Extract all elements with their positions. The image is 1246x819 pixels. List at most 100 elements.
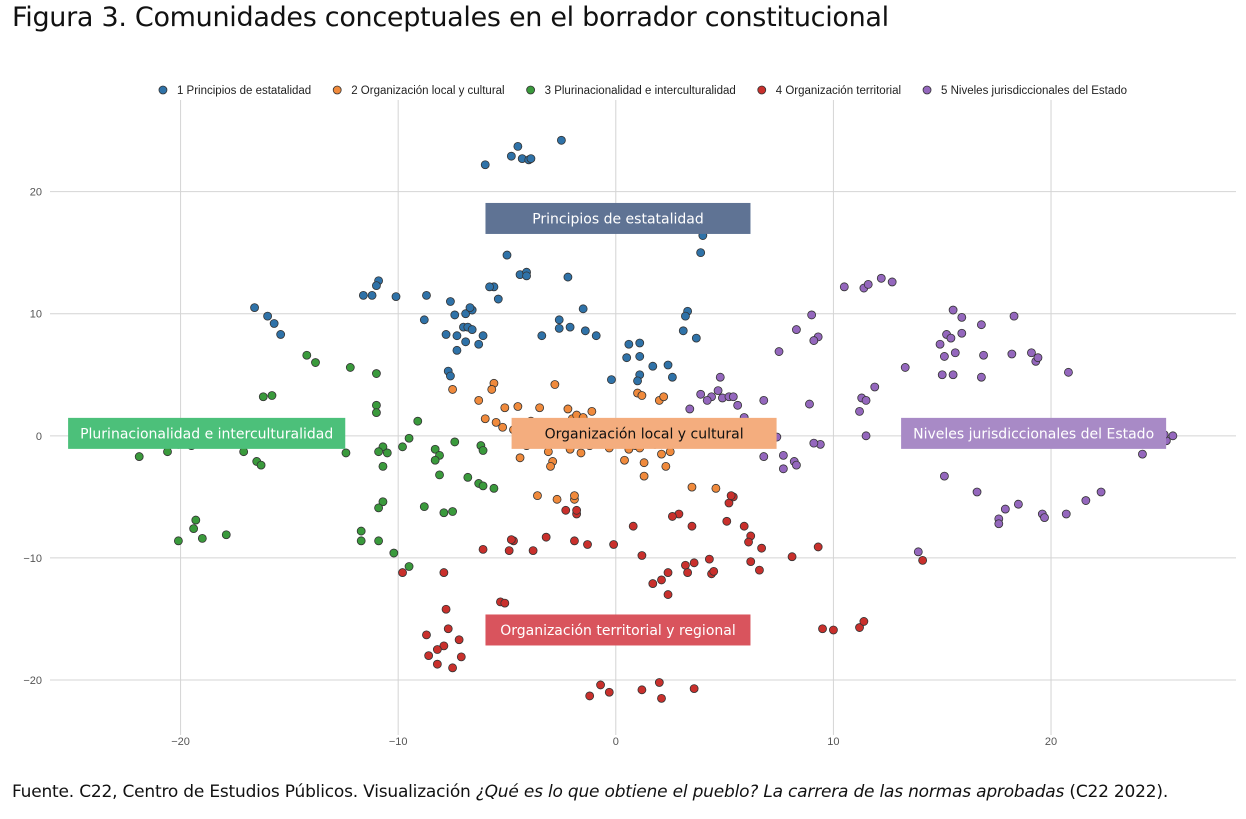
data-point-series-4 [454, 635, 464, 645]
data-point-series-4 [918, 555, 928, 565]
cluster-label-box: Niveles jurisdiccionales del Estado [901, 417, 1167, 449]
cluster-label-bg [901, 417, 1167, 449]
data-point-series-1 [465, 303, 475, 312]
data-point-series-3 [419, 502, 429, 512]
data-point-series-3 [267, 391, 277, 400]
data-point-series-3 [398, 442, 407, 452]
data-point-series-3 [258, 392, 268, 402]
legend-marker [526, 85, 536, 95]
axis-tick-labels: −20 −10 0 10 20 −20 −10 0 10 20 [23, 187, 1057, 748]
legend-label: 5 Niveles jurisdiccionales del Estado [941, 85, 1127, 97]
legend-item-4[interactable]: 4 Organización territorial [757, 85, 901, 97]
data-point-series-4 [504, 546, 514, 556]
legend-item-5[interactable]: 5 Niveles jurisdiccionales del Estado [922, 85, 1127, 97]
data-point-series-4 [757, 543, 766, 553]
data-point-series-4 [439, 568, 449, 577]
data-point-series-4 [739, 521, 749, 531]
source-suffix: (C22 2022). [1064, 782, 1169, 802]
data-point-series-4 [746, 557, 756, 566]
data-point-series-1 [372, 281, 381, 291]
data-point-series-3 [256, 460, 266, 470]
data-point-series-1 [269, 319, 279, 328]
data-point-series-4 [596, 680, 605, 690]
data-point-series-4 [398, 568, 407, 577]
data-point-series-5 [1013, 499, 1023, 509]
data-point-series-2 [515, 453, 525, 463]
data-point-series-5 [976, 372, 986, 382]
data-point-series-1 [478, 331, 488, 341]
data-point-series-1 [276, 330, 286, 339]
data-point-series-4 [585, 691, 595, 701]
legend-item-1[interactable]: 1 Principios de estatalidad [158, 85, 311, 97]
data-point-series-2 [570, 491, 579, 501]
data-point-series-5 [1081, 496, 1091, 505]
data-point-series-1 [358, 290, 368, 300]
data-point-series-1 [446, 297, 455, 306]
data-point-series-5 [1138, 449, 1147, 459]
data-point-series-3 [372, 408, 381, 418]
data-point-series-1 [506, 151, 516, 161]
data-point-series-2 [448, 385, 457, 394]
scatter-chart: −20 −10 0 10 20 −20 −10 0 10 20 1 Principios de e… [23, 85, 1236, 748]
data-point-series-5 [939, 471, 949, 481]
data-point-series-4 [681, 560, 690, 570]
data-point-series-4 [657, 693, 666, 703]
data-point-series-5 [759, 396, 769, 405]
data-point-series-5 [1040, 513, 1049, 523]
data-point-series-1 [696, 248, 706, 258]
data-point-series-1 [450, 310, 460, 320]
data-point-series-3 [404, 433, 414, 443]
data-point-series-3 [173, 536, 183, 546]
data-point-series-1 [635, 338, 645, 348]
data-point-series-1 [422, 290, 431, 300]
figure-title: Figura 3. Comunidades conceptuales en el… [12, 2, 889, 33]
data-point-series-4 [561, 505, 571, 515]
data-point-series-4 [478, 544, 488, 554]
data-point-series-3 [413, 416, 423, 426]
y-tick-label: 0 [36, 431, 42, 443]
data-point-series-1 [580, 326, 590, 336]
data-point-series-1 [691, 333, 701, 343]
data-point-series-4 [663, 568, 673, 577]
data-point-series-2 [491, 417, 501, 427]
data-point-series-5 [702, 396, 712, 405]
data-point-series-3 [430, 444, 440, 454]
legend-marker [922, 85, 932, 95]
x-tick-label: −20 [171, 736, 190, 748]
data-point-series-4 [432, 659, 442, 669]
data-point-series-5 [809, 438, 819, 448]
data-point-series-2 [587, 406, 597, 416]
data-point-series-2 [498, 422, 508, 432]
data-point-series-4 [855, 623, 864, 632]
data-point-series-5 [1027, 348, 1036, 358]
data-point-series-2 [513, 402, 523, 411]
legend-item-2[interactable]: 2 Organización local y cultural [332, 85, 505, 97]
cluster-label-text: Niveles jurisdiccionales del Estado [913, 426, 1154, 442]
legend[interactable]: 1 Principios de estatalidad 2 Organizació… [158, 85, 1127, 97]
legend-marker [332, 85, 342, 95]
data-point-series-5 [728, 392, 738, 402]
data-point-series-3 [404, 562, 414, 571]
data-point-series-4 [443, 624, 453, 634]
data-point-series-5 [976, 320, 986, 330]
x-tick-label: 10 [827, 736, 839, 748]
data-point-series-4 [654, 678, 664, 687]
data-point-series-4 [604, 687, 614, 697]
cluster-label-text: Organización local y cultural [545, 426, 744, 442]
data-point-series-5 [887, 277, 897, 287]
data-point-series-3 [448, 507, 457, 516]
data-point-series-5 [939, 352, 949, 361]
data-point-series-3 [382, 448, 392, 458]
cluster-label-bg [485, 202, 751, 234]
data-point-series-1 [633, 376, 642, 386]
y-tick-label: −10 [23, 553, 42, 565]
data-point-series-5 [972, 487, 982, 497]
data-point-series-4 [432, 645, 442, 654]
data-point-series-1 [452, 345, 462, 355]
legend-item-3[interactable]: 3 Plurinacionalidad e interculturalidad [526, 85, 736, 97]
data-point-series-4 [667, 512, 677, 521]
data-point-series-5 [870, 382, 880, 392]
data-point-series-2 [639, 471, 649, 481]
data-point-series-1 [526, 154, 536, 164]
cluster-label-box: Organización territorial y regional [485, 614, 751, 646]
